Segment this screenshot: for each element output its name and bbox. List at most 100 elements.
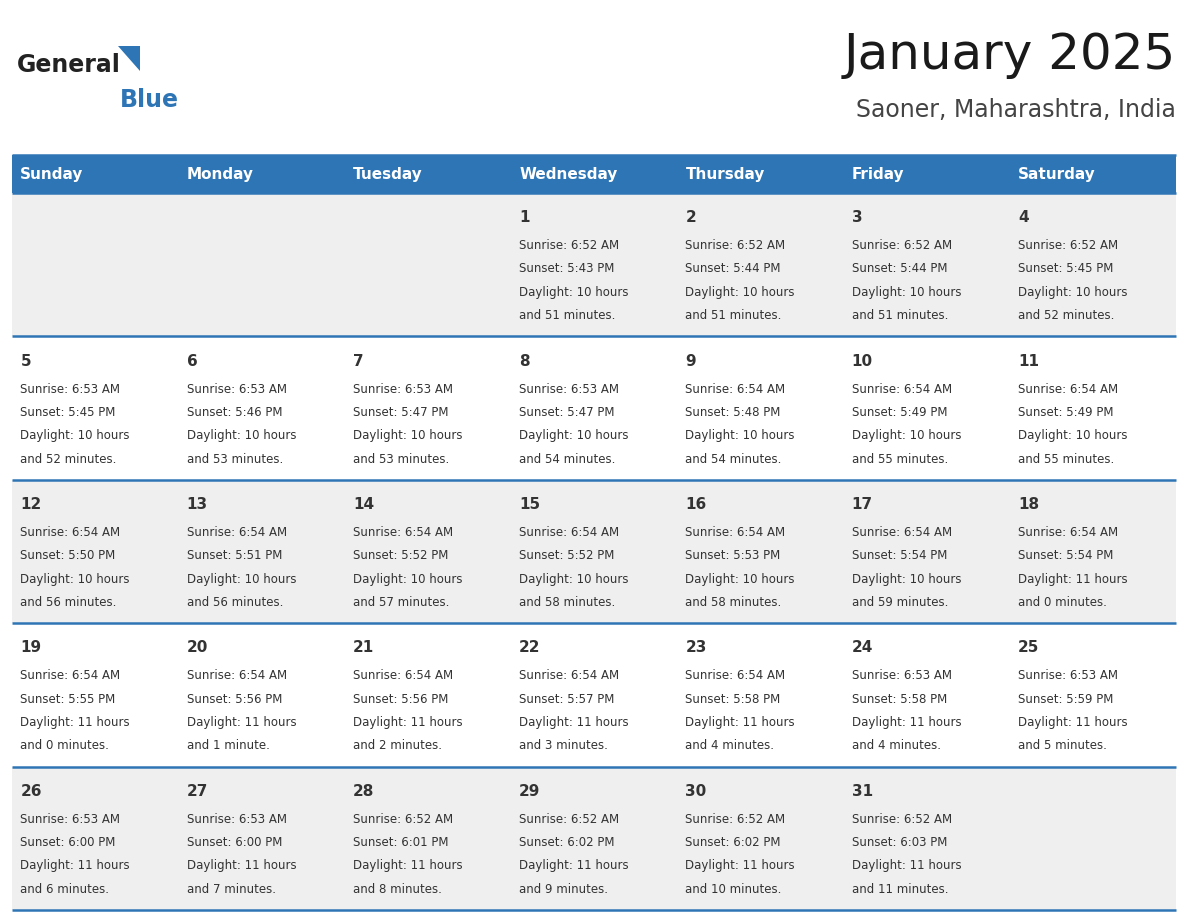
Text: Daylight: 10 hours: Daylight: 10 hours [685,430,795,442]
Bar [511,767,677,910]
Bar [345,193,511,336]
Bar [12,480,178,623]
Text: Sunrise: 6:54 AM: Sunrise: 6:54 AM [1018,383,1118,396]
Text: Sunset: 5:45 PM: Sunset: 5:45 PM [20,406,115,419]
Text: and 7 minutes.: and 7 minutes. [187,883,276,896]
Bar [178,336,345,480]
Text: Sunrise: 6:54 AM: Sunrise: 6:54 AM [685,526,785,539]
Text: and 3 minutes.: and 3 minutes. [519,739,608,753]
Text: and 10 minutes.: and 10 minutes. [685,883,782,896]
Text: 30: 30 [685,784,707,799]
Text: 26: 26 [20,784,42,799]
Text: Daylight: 10 hours: Daylight: 10 hours [187,573,296,586]
Text: Sunrise: 6:53 AM: Sunrise: 6:53 AM [20,383,120,396]
Bar [677,193,843,336]
Text: Sunset: 5:44 PM: Sunset: 5:44 PM [685,263,781,275]
Bar [1010,767,1176,910]
Text: Sunrise: 6:54 AM: Sunrise: 6:54 AM [20,526,120,539]
Bar [511,193,677,336]
Bar [1010,623,1176,767]
Text: Sunrise: 6:54 AM: Sunrise: 6:54 AM [353,669,453,682]
Bar [12,623,178,767]
Bar [345,336,511,480]
Text: Daylight: 11 hours: Daylight: 11 hours [20,716,129,729]
Text: and 54 minutes.: and 54 minutes. [685,453,782,465]
Text: and 0 minutes.: and 0 minutes. [1018,596,1107,609]
Text: Sunset: 5:55 PM: Sunset: 5:55 PM [20,693,115,706]
Text: Saoner, Maharashtra, India: Saoner, Maharashtra, India [857,98,1176,122]
Bar [843,193,1010,336]
Bar [12,767,178,910]
Text: Sunset: 5:58 PM: Sunset: 5:58 PM [685,693,781,706]
Text: Sunrise: 6:53 AM: Sunrise: 6:53 AM [519,383,619,396]
Text: and 57 minutes.: and 57 minutes. [353,596,449,609]
Bar [677,480,843,623]
Text: General: General [17,53,121,77]
Bar [843,623,1010,767]
Text: and 2 minutes.: and 2 minutes. [353,739,442,753]
Text: Blue: Blue [120,88,179,112]
Text: Daylight: 10 hours: Daylight: 10 hours [1018,430,1127,442]
Bar [677,623,843,767]
Text: 8: 8 [519,353,530,369]
Text: Sunrise: 6:53 AM: Sunrise: 6:53 AM [20,812,120,825]
Text: January 2025: January 2025 [843,31,1176,79]
Text: Daylight: 10 hours: Daylight: 10 hours [519,573,628,586]
Text: Daylight: 10 hours: Daylight: 10 hours [852,430,961,442]
Text: 10: 10 [852,353,873,369]
Text: 28: 28 [353,784,374,799]
Text: and 56 minutes.: and 56 minutes. [20,596,116,609]
Text: Sunrise: 6:54 AM: Sunrise: 6:54 AM [187,526,286,539]
Bar [677,767,843,910]
Text: Daylight: 10 hours: Daylight: 10 hours [685,573,795,586]
Text: 16: 16 [685,497,707,512]
Text: and 8 minutes.: and 8 minutes. [353,883,442,896]
Text: and 51 minutes.: and 51 minutes. [519,309,615,322]
Text: Daylight: 10 hours: Daylight: 10 hours [519,285,628,298]
Bar [178,767,345,910]
Bar [843,480,1010,623]
Text: Friday: Friday [852,166,904,182]
Text: Daylight: 11 hours: Daylight: 11 hours [519,716,628,729]
Text: 17: 17 [852,497,873,512]
Text: and 59 minutes.: and 59 minutes. [852,596,948,609]
Text: Sunset: 5:56 PM: Sunset: 5:56 PM [353,693,448,706]
Bar [345,767,511,910]
Text: Sunset: 5:54 PM: Sunset: 5:54 PM [1018,549,1113,562]
Text: Sunrise: 6:54 AM: Sunrise: 6:54 AM [519,669,619,682]
Text: 2: 2 [685,210,696,225]
Text: Daylight: 11 hours: Daylight: 11 hours [685,859,795,872]
Text: Daylight: 10 hours: Daylight: 10 hours [187,430,296,442]
Polygon shape [118,46,140,71]
Text: Sunset: 5:47 PM: Sunset: 5:47 PM [353,406,448,419]
Text: Sunset: 6:02 PM: Sunset: 6:02 PM [519,836,614,849]
Text: Sunset: 5:56 PM: Sunset: 5:56 PM [187,693,282,706]
Text: Daylight: 11 hours: Daylight: 11 hours [187,716,296,729]
Text: Sunset: 5:46 PM: Sunset: 5:46 PM [187,406,282,419]
Text: Sunrise: 6:53 AM: Sunrise: 6:53 AM [852,669,952,682]
Text: 27: 27 [187,784,208,799]
Text: Sunset: 5:47 PM: Sunset: 5:47 PM [519,406,614,419]
Text: 1: 1 [519,210,530,225]
Text: Sunset: 5:59 PM: Sunset: 5:59 PM [1018,693,1113,706]
Text: and 4 minutes.: and 4 minutes. [685,739,775,753]
Text: Sunrise: 6:54 AM: Sunrise: 6:54 AM [519,526,619,539]
Bar [1010,336,1176,480]
Text: Sunday: Sunday [20,166,83,182]
Text: Sunrise: 6:52 AM: Sunrise: 6:52 AM [519,812,619,825]
Text: and 11 minutes.: and 11 minutes. [852,883,948,896]
Text: and 55 minutes.: and 55 minutes. [852,453,948,465]
Bar [12,193,178,336]
Text: Sunrise: 6:53 AM: Sunrise: 6:53 AM [1018,669,1118,682]
Text: Daylight: 10 hours: Daylight: 10 hours [852,285,961,298]
Text: 7: 7 [353,353,364,369]
Text: and 58 minutes.: and 58 minutes. [685,596,782,609]
Text: Sunset: 5:51 PM: Sunset: 5:51 PM [187,549,282,562]
Text: and 51 minutes.: and 51 minutes. [685,309,782,322]
Text: and 9 minutes.: and 9 minutes. [519,883,608,896]
Text: Daylight: 10 hours: Daylight: 10 hours [852,573,961,586]
Text: Tuesday: Tuesday [353,166,423,182]
Text: Sunset: 6:00 PM: Sunset: 6:00 PM [20,836,115,849]
Bar [345,480,511,623]
Text: Daylight: 11 hours: Daylight: 11 hours [1018,716,1127,729]
